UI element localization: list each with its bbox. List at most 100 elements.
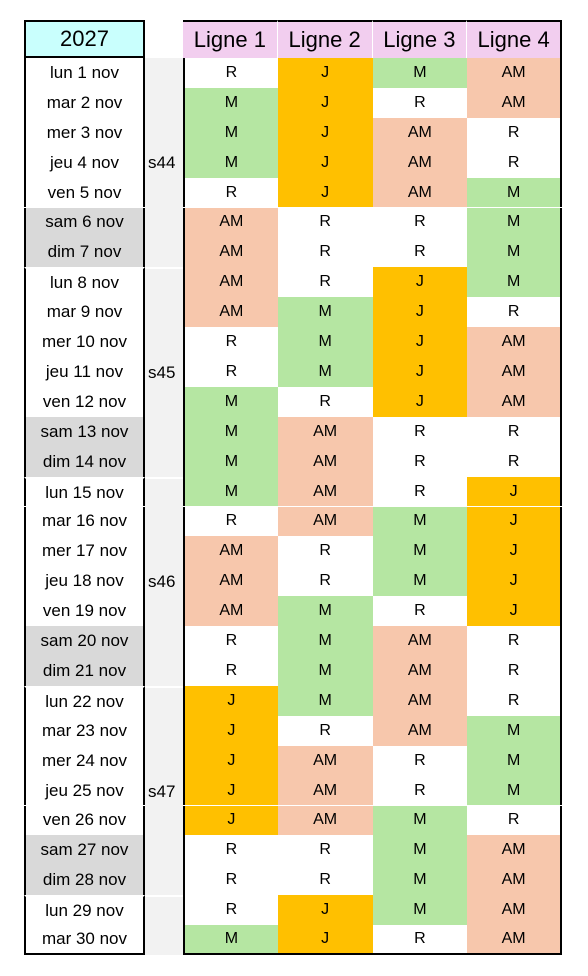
date-cell: ven 19 nov — [24, 596, 145, 627]
date-cell: dim 28 nov — [24, 865, 145, 896]
shift-cell: M — [277, 596, 373, 627]
shift-cell: AM — [183, 566, 278, 597]
shift-cell: M — [183, 476, 278, 507]
shift-cell: AM — [467, 835, 562, 866]
date-cell: ven 26 nov — [24, 805, 145, 836]
date-cell: lun 1 nov — [24, 58, 145, 88]
shift-cell: AM — [277, 416, 373, 447]
shift-cell: AM — [372, 715, 468, 746]
week-label: s44 — [145, 58, 183, 268]
shift-cell: R — [277, 386, 373, 417]
shift-cell: R — [372, 207, 468, 238]
shift-cell: M — [467, 775, 562, 806]
shift-cell: M — [277, 327, 373, 357]
shift-cell: AM — [277, 805, 373, 836]
shift-cell: R — [467, 656, 562, 686]
shift-cell: AM — [467, 58, 562, 88]
shift-cell: AM — [467, 925, 562, 955]
shift-cell: R — [183, 58, 278, 88]
date-cell: mer 10 nov — [24, 327, 145, 357]
date-cell: jeu 11 nov — [24, 357, 145, 387]
shift-cell: J — [467, 596, 562, 627]
shift-cell: J — [183, 745, 278, 776]
week-label — [145, 895, 183, 955]
shift-cell: R — [183, 626, 278, 656]
shift-cell: M — [372, 835, 468, 866]
shift-cell: R — [467, 626, 562, 656]
shift-cell: AM — [277, 506, 373, 537]
shift-cell: J — [183, 715, 278, 746]
shift-cell: M — [183, 87, 278, 118]
shift-cell: R — [467, 147, 562, 178]
date-cell: lun 8 nov — [24, 267, 145, 298]
date-cell: mar 16 nov — [24, 506, 145, 537]
shift-cell: R — [277, 865, 373, 896]
shift-cell: R — [372, 925, 468, 955]
shift-cell: J — [277, 117, 373, 148]
week-label: s47 — [145, 685, 183, 896]
shift-cell: J — [467, 536, 562, 567]
shift-cell: AM — [277, 446, 373, 477]
shift-cell: J — [277, 58, 373, 88]
shift-cell: J — [372, 297, 468, 328]
shift-cell: J — [372, 327, 468, 357]
shift-cell: M — [183, 386, 278, 417]
date-cell: ven 12 nov — [24, 386, 145, 417]
week-label: s46 — [145, 476, 183, 686]
year-header: 2027 — [24, 20, 145, 58]
shift-cell: M — [467, 715, 562, 746]
shift-cell: M — [467, 207, 562, 238]
shift-cell: AM — [467, 87, 562, 118]
shift-cell: M — [183, 117, 278, 148]
shift-cell: AM — [372, 656, 468, 686]
shift-cell: AM — [467, 357, 562, 387]
line-header: Ligne 3 — [372, 20, 468, 58]
shift-cell: AM — [372, 685, 468, 716]
shift-cell: M — [277, 297, 373, 328]
shift-cell: R — [277, 566, 373, 597]
shift-cell: R — [467, 446, 562, 477]
date-cell: sam 6 nov — [24, 207, 145, 238]
date-cell: mer 17 nov — [24, 536, 145, 567]
shift-cell: R — [183, 327, 278, 357]
shift-cell: R — [183, 835, 278, 866]
line-header: Ligne 4 — [467, 20, 562, 58]
shift-cell: R — [183, 895, 278, 926]
shift-cell: R — [467, 416, 562, 447]
date-cell: mar 30 nov — [24, 925, 145, 955]
shift-cell: R — [372, 476, 468, 507]
shift-cell: AM — [277, 476, 373, 507]
shift-cell: J — [467, 476, 562, 507]
shift-cell: R — [372, 416, 468, 447]
week-label: s45 — [145, 267, 183, 477]
shift-cell: R — [372, 775, 468, 806]
shift-cell: M — [183, 446, 278, 477]
shift-cell: J — [183, 685, 278, 716]
shift-cell: J — [277, 895, 373, 926]
shift-cell: R — [277, 207, 373, 238]
date-cell: jeu 25 nov — [24, 775, 145, 806]
date-cell: mer 24 nov — [24, 745, 145, 776]
shift-cell: M — [467, 177, 562, 208]
shift-cell: M — [372, 895, 468, 926]
shift-cell: M — [183, 925, 278, 955]
shift-cell: J — [277, 925, 373, 955]
shift-cell: M — [277, 626, 373, 656]
shift-cell: R — [183, 177, 278, 208]
shift-cell: J — [467, 506, 562, 537]
shift-cell: J — [372, 386, 468, 417]
line-header: Ligne 2 — [277, 20, 373, 58]
shift-cell: R — [277, 267, 373, 298]
shift-cell: M — [467, 237, 562, 268]
shift-cell: R — [277, 715, 373, 746]
shift-cell: J — [467, 566, 562, 597]
date-cell: dim 14 nov — [24, 446, 145, 477]
shift-cell: J — [277, 147, 373, 178]
shift-cell: AM — [372, 177, 468, 208]
shift-cell: AM — [183, 237, 278, 268]
shift-cell: R — [467, 685, 562, 716]
shift-cell: R — [372, 237, 468, 268]
shift-cell: M — [277, 357, 373, 387]
shift-cell: AM — [183, 536, 278, 567]
